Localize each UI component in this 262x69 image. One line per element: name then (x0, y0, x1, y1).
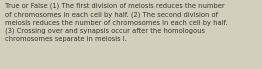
Text: True or False (1) The first division of meiosis reduces the number
of chromosome: True or False (1) The first division of … (5, 3, 227, 42)
